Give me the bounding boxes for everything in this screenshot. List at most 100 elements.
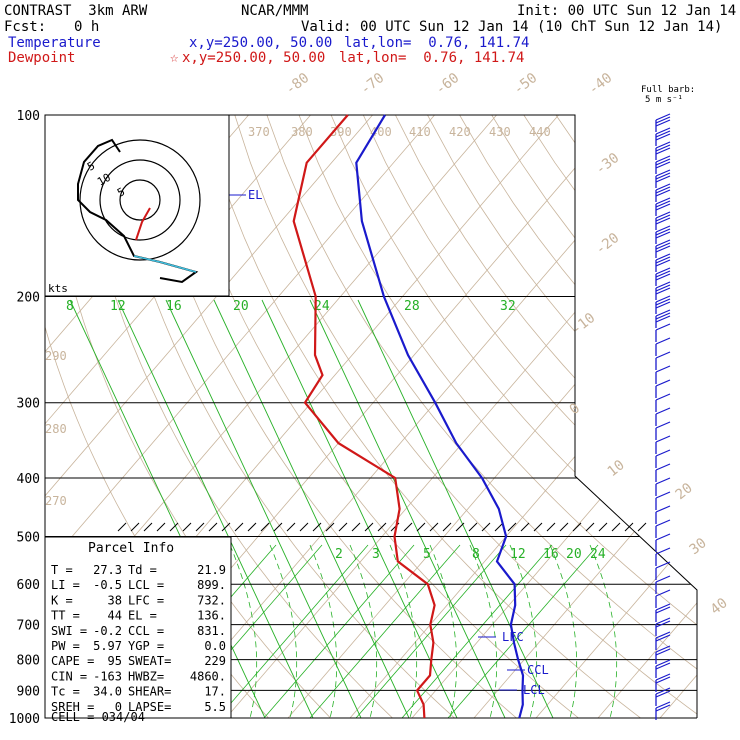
wind-barb-flag [655, 449, 671, 457]
parcel-info-title: Parcel Info [88, 541, 174, 556]
saturation-line [401, 544, 553, 718]
parcel-info-value: 229 [204, 654, 226, 668]
theta-label: 370 [248, 125, 270, 139]
wind-barb-flag [655, 239, 671, 247]
wind-barb-flag [655, 323, 671, 331]
dry-adiabat-line [266, 115, 697, 718]
mixing-ratio-label: 12 [510, 547, 526, 562]
wind-barb-flag [655, 533, 671, 541]
theta-label: 400 [370, 125, 392, 139]
parcel-info-value: 5.5 [204, 700, 226, 714]
parcel-info-key: YGP = [128, 639, 164, 653]
hatch-mark [351, 522, 361, 532]
wind-barb-flag [655, 617, 671, 625]
isotherm-line [659, 115, 697, 718]
mixing-ratio-label: 20 [233, 299, 249, 314]
mixing-ratio-line [165, 299, 362, 718]
hatch-mark [234, 522, 244, 532]
wind-barb-flag [655, 197, 671, 205]
mixing-ratio-line [357, 299, 554, 718]
parcel-info-value: 4860. [190, 669, 226, 683]
wind-barb-flag [655, 172, 671, 180]
mixing-ratio-label: 12 [110, 299, 126, 314]
parcel-info-key: LCL = [128, 578, 164, 592]
dewpoint-xy: x,y=250.00, 50.00 [182, 50, 326, 66]
dry-adiabat-line [73, 115, 393, 718]
wind-barb-flag [655, 606, 671, 614]
annotation-ccl: CCL [527, 663, 549, 677]
dry-adiabat-line [138, 115, 517, 718]
hodo-ring-inner [119, 179, 161, 221]
mixing-ratio-label: 8 [472, 547, 480, 562]
hatch-mark [403, 522, 413, 532]
wind-barb-flag [655, 631, 671, 639]
hatch-mark [117, 522, 127, 532]
wind-barb-flag [655, 393, 671, 401]
wind-barb-flag [655, 603, 671, 611]
parcel-info-value: 136. [197, 609, 226, 623]
hatch-mark [494, 522, 504, 532]
hatch-mark [468, 522, 478, 532]
wind-barb-flag [655, 312, 671, 320]
dry-adiabat-line [234, 115, 697, 718]
isotherm-line [597, 115, 697, 718]
parcel-info-value: 34.0 [93, 685, 122, 699]
hodo-trace-lower [133, 255, 197, 273]
wind-barb-flag [655, 144, 671, 152]
mixing-ratio-line [309, 299, 506, 718]
mixing-ratio-line [261, 299, 458, 718]
wind-barb-flag [655, 309, 671, 317]
wind-barb-flag [655, 270, 671, 278]
fcst-value: 0 h [74, 19, 100, 35]
wind-barb-flag [655, 242, 671, 250]
hatch-mark [598, 522, 608, 532]
wind-barb-flag [655, 301, 671, 309]
wind-barb-flag [655, 298, 671, 306]
hatch-mark [520, 522, 530, 532]
fcst-label: Fcst: [4, 19, 47, 35]
wind-barb-flag [655, 477, 671, 485]
wind-barb-flag [655, 245, 671, 253]
wind-barb-flag [655, 690, 671, 698]
moist-adiabat-line [509, 544, 538, 718]
mixing-ratio-label: 3 [372, 547, 380, 562]
mixing-ratio-label: 8 [66, 299, 74, 314]
wind-barb-flag [655, 273, 671, 281]
barb-units: 5 m s⁻¹ [645, 95, 683, 105]
parcel-info-value: 0 [115, 700, 122, 714]
pressure-label-400: 400 [17, 472, 40, 487]
wind-barb-flag [655, 217, 671, 225]
temp-axis-label: -80 [283, 70, 313, 98]
wind-barb-flag [655, 589, 671, 597]
parcel-info-key: LAPSE= [128, 700, 171, 714]
hatch-mark [169, 522, 179, 532]
parcel-info-value: 44 [108, 609, 122, 623]
wind-barb-flag [655, 676, 671, 684]
parcel-info-value: 17. [204, 685, 226, 699]
pressure-label-100: 100 [17, 109, 40, 124]
parcel-info-value: 95 [108, 654, 122, 668]
dry-adiabat-line [330, 115, 697, 718]
dry-adiabat-line [587, 115, 697, 718]
wind-barb-column [655, 113, 671, 720]
parcel-info-value: 899. [197, 578, 226, 592]
mixing-ratio-label: 24 [590, 547, 606, 562]
parcel-info-frame [44, 536, 232, 719]
wind-barb-flag [655, 141, 671, 149]
moist-adiabat-line [389, 544, 418, 718]
wind-barb-flag [655, 158, 671, 166]
temp-axis-label: 30 [687, 535, 710, 558]
theta-label: 280 [45, 422, 67, 436]
parcel-info-value: -163 [93, 669, 122, 683]
wind-barb-flag [655, 337, 671, 345]
hatch-mark [442, 522, 452, 532]
pressure-label-200: 200 [17, 291, 40, 306]
theta-label: 440 [529, 125, 551, 139]
hatch-mark [299, 522, 309, 532]
hodo-trace-surface [135, 207, 151, 241]
wind-barb-flag [655, 407, 671, 415]
hatch-mark [481, 522, 491, 532]
hatch-mark [533, 522, 543, 532]
parcel-info-key: SREH = [51, 700, 94, 714]
wind-barb-flag [655, 704, 671, 712]
